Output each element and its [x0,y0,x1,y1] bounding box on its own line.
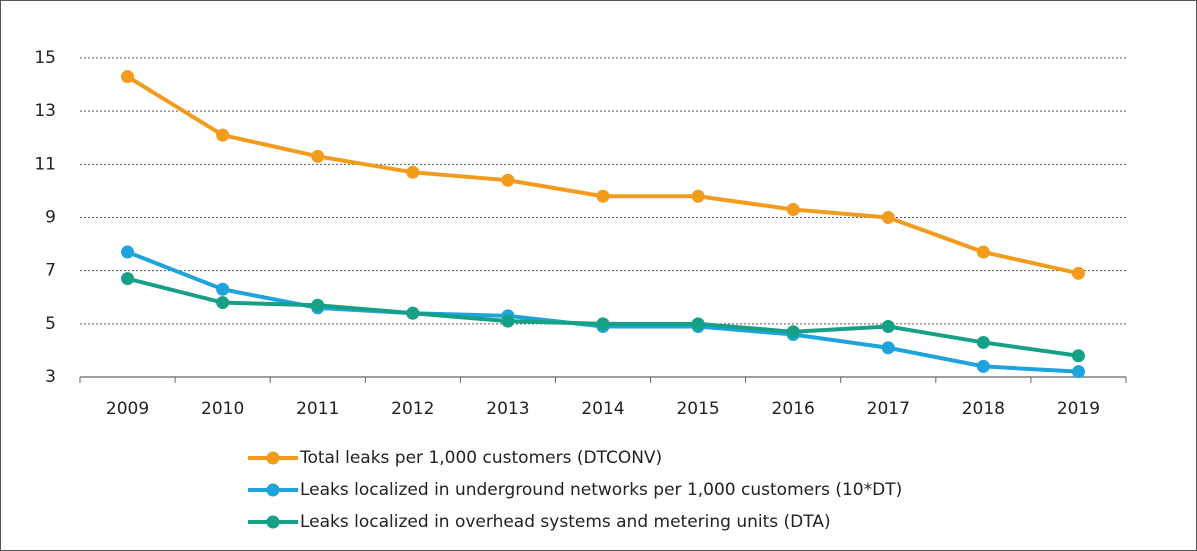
x-tick-label: 2014 [581,399,624,419]
point [881,211,895,224]
point [976,245,990,259]
point [121,245,135,259]
x-tick-label: 2016 [772,399,815,419]
point [786,325,800,339]
point [1071,349,1085,363]
y-tick-label: 13 [34,101,56,121]
x-tick-label: 2018 [962,399,1005,419]
point [691,189,705,203]
point [786,203,800,217]
point [596,189,610,203]
point [881,319,895,333]
y-tick-label: 9 [45,208,56,228]
x-tick-label: 2017 [867,399,910,419]
legend-marker [266,451,280,465]
x-tick-label: 2013 [486,399,529,419]
legend-marker [266,483,280,497]
point [1071,365,1085,379]
point [216,296,230,310]
x-tick-label: 2010 [201,399,244,419]
point [121,70,135,84]
point [121,272,135,286]
x-tick-label: 2012 [391,399,434,419]
legend-label: Leaks localized in overhead systems and … [300,512,831,532]
y-tick-label: 11 [34,154,56,174]
y-tick-label: 7 [45,261,56,281]
legend-label: Total leaks per 1,000 customers (DTCONV) [299,448,662,468]
x-tick-label: 2015 [676,399,719,419]
point [311,298,325,312]
point [596,317,610,331]
y-tick-label: 15 [34,48,56,68]
legend-marker [266,515,280,529]
point [406,165,420,179]
point [216,282,230,296]
y-tick-label: 3 [45,367,56,387]
x-tick-label: 2009 [106,399,149,419]
point [691,317,705,331]
point [406,306,420,320]
point [216,128,230,142]
point [976,359,990,373]
x-tick-label: 2011 [296,399,339,419]
y-tick-label: 5 [45,314,56,334]
point [1071,266,1085,280]
legend-label: Leaks localized in underground networks … [300,480,902,500]
x-tick-label: 2019 [1057,399,1100,419]
point [501,173,515,187]
point [501,314,515,328]
point [881,341,895,355]
point [311,149,325,163]
point [976,335,990,349]
